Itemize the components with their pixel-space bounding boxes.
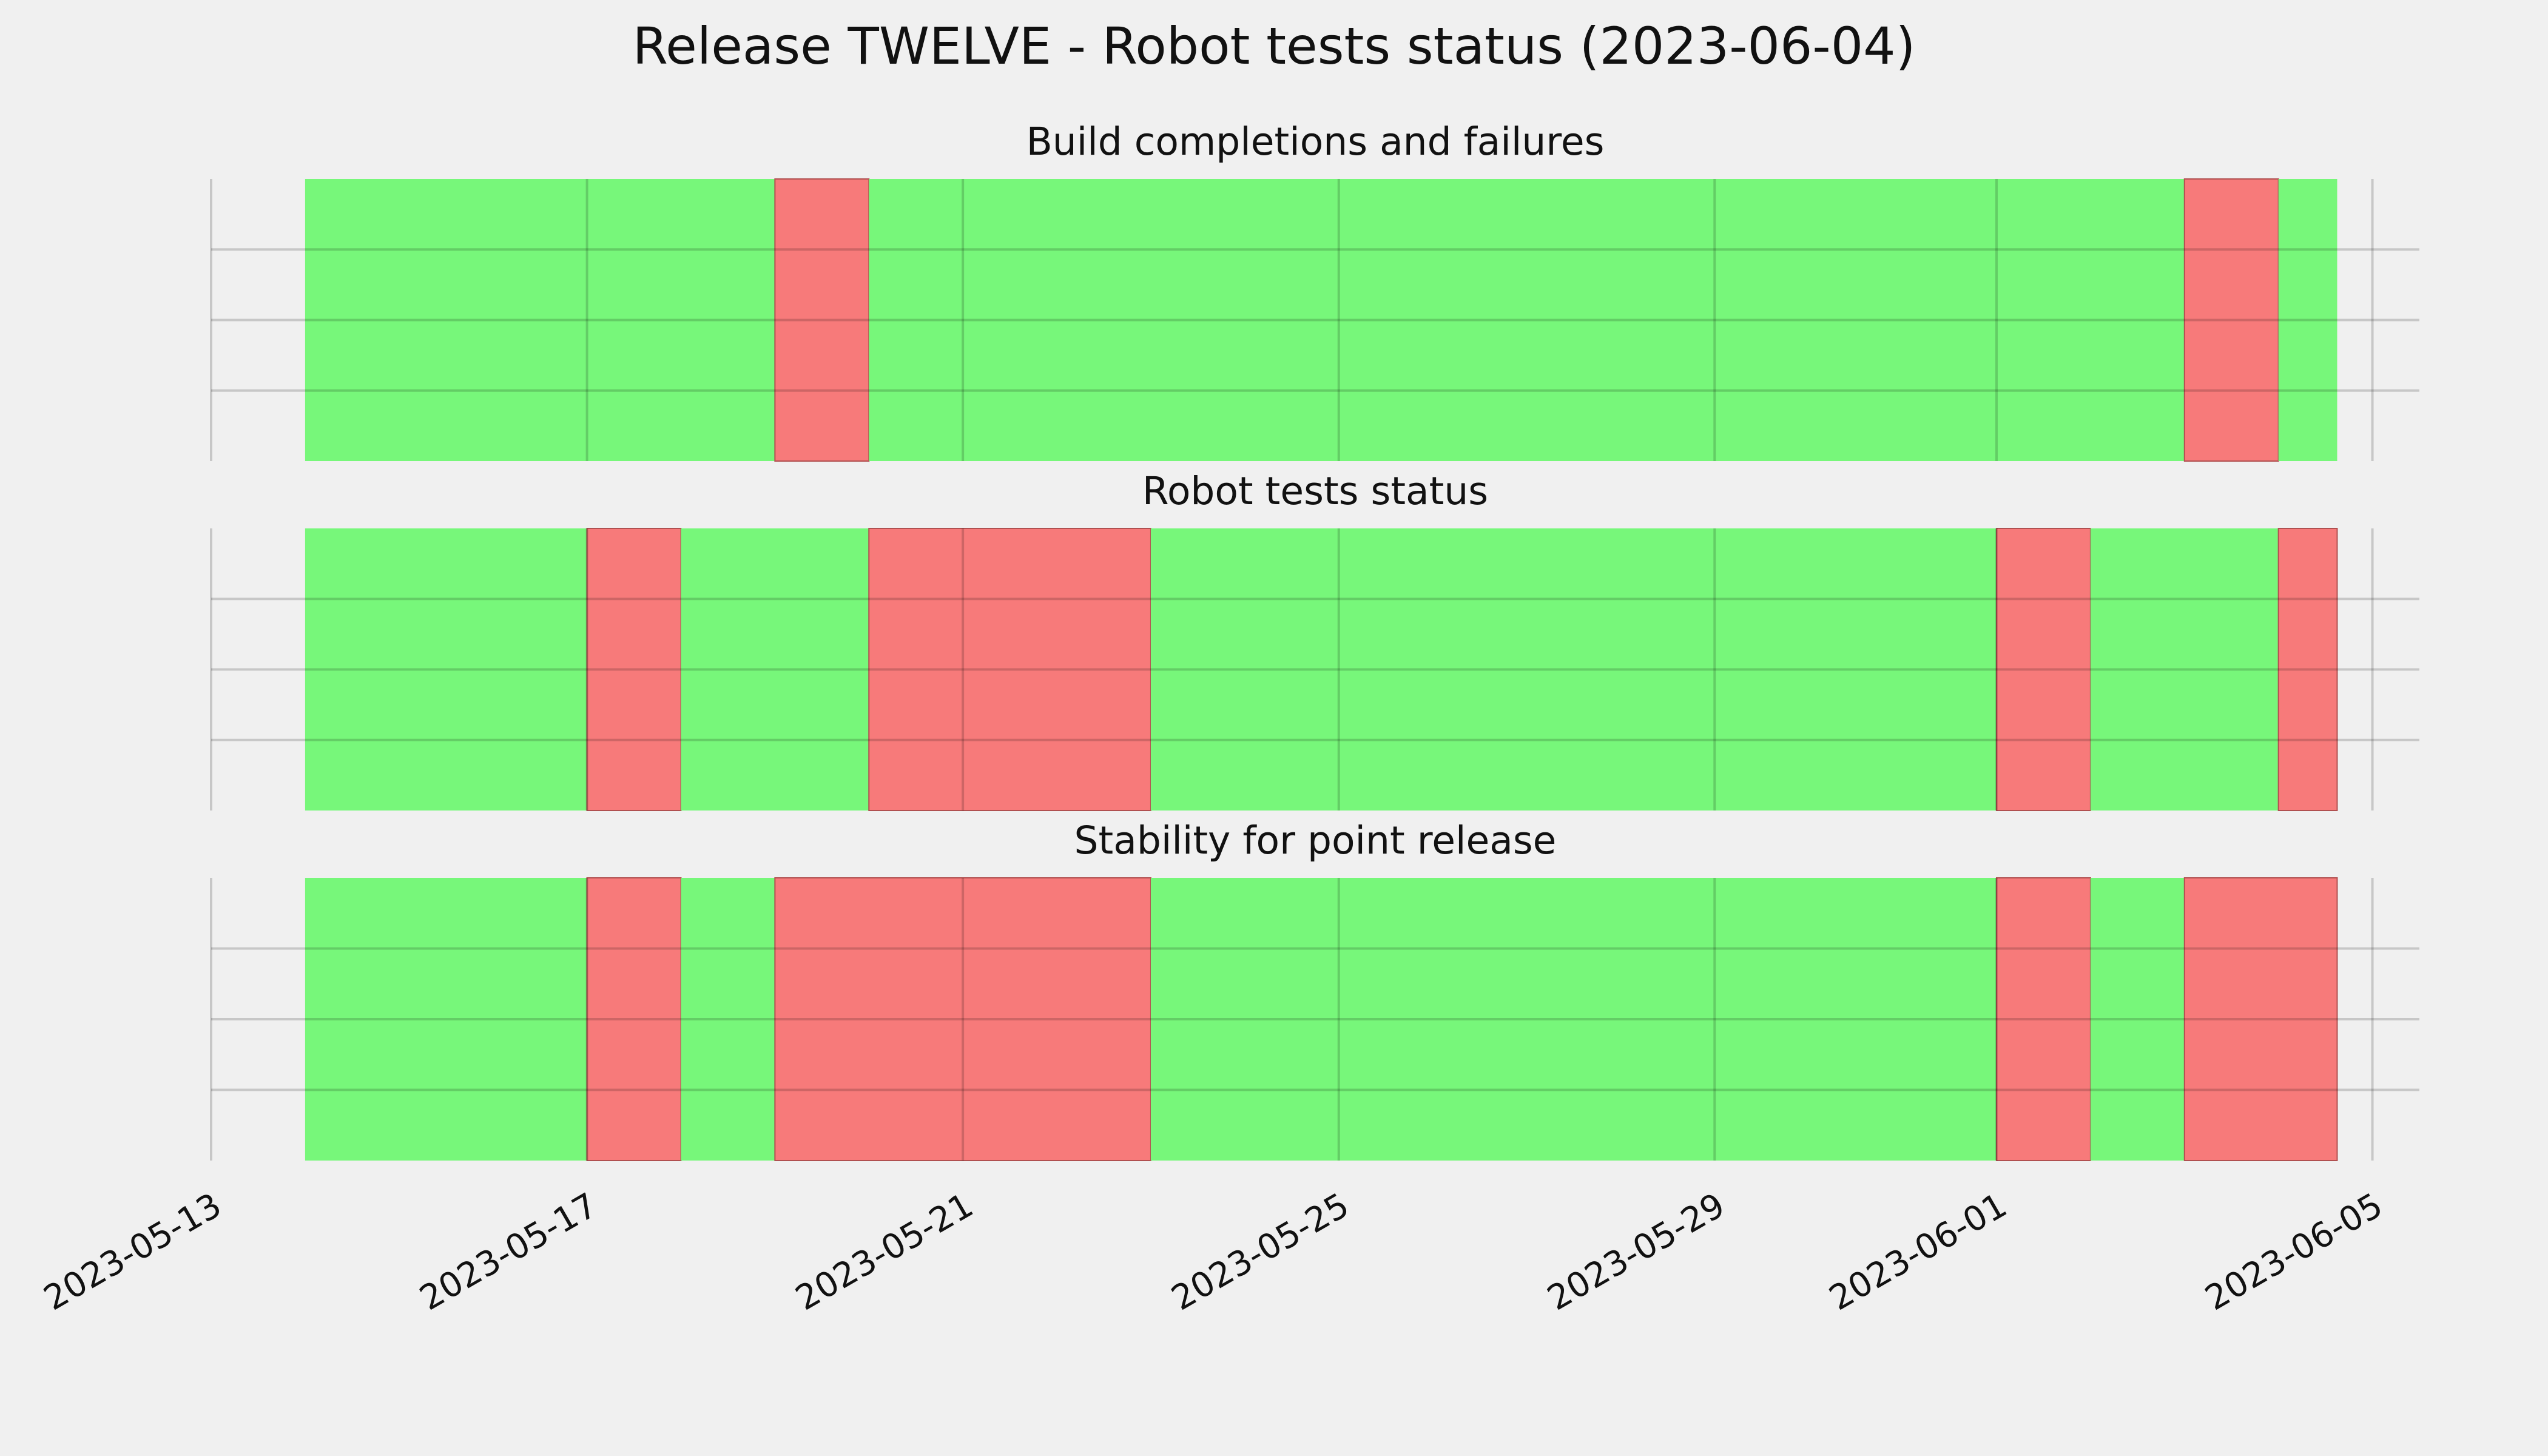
pass-segment <box>1150 878 1997 1161</box>
panel-2: Robot tests status <box>210 469 2419 811</box>
chart-title: Release TWELVE - Robot tests status (202… <box>633 16 1916 76</box>
fail-segment <box>2183 877 2338 1161</box>
fail-segment <box>774 877 1151 1161</box>
panel-1: Build completions and failures <box>210 120 2419 462</box>
panel-title: Stability for point release <box>1074 818 1557 863</box>
panel-3: Stability for point release <box>210 818 2419 1161</box>
fail-segment <box>774 178 870 462</box>
pass-segment <box>681 528 869 811</box>
pass-segment <box>305 528 587 811</box>
fail-segment <box>1995 528 2091 811</box>
fail-segment <box>2183 178 2279 462</box>
pass-segment <box>1150 528 1997 811</box>
pass-segment <box>305 878 587 1161</box>
panel-title: Build completions and failures <box>1026 120 1605 164</box>
pass-segment <box>305 179 587 461</box>
pass-segment <box>869 179 2185 461</box>
pass-segment <box>2090 878 2185 1161</box>
fail-segment <box>586 528 682 811</box>
pass-segment <box>2090 528 2279 811</box>
pass-segment <box>587 179 775 461</box>
pass-segment <box>681 878 775 1161</box>
pass-segment <box>2278 179 2337 461</box>
panels-group: Build completions and failures Robot test… <box>210 120 2419 1161</box>
panel-title: Robot tests status <box>1142 469 1488 513</box>
fail-segment <box>586 877 682 1161</box>
fail-segment <box>2277 528 2338 811</box>
fail-segment <box>868 528 1151 811</box>
